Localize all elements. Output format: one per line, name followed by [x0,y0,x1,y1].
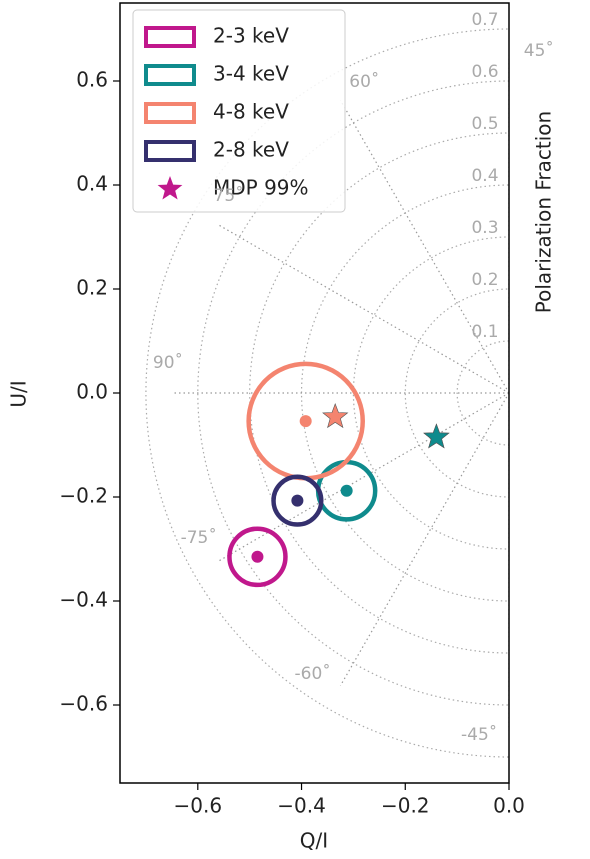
polar-radius-label: 0.1 [471,322,498,342]
y-tick-label: 0.0 [76,380,108,404]
y-tick-label: 0.2 [76,276,108,300]
mdp-star [423,423,450,449]
legend-label: 3-4 keV [213,62,289,86]
x-tick-label: −0.6 [174,794,223,818]
data-point [299,415,312,428]
y-tick-label: −0.2 [59,484,108,508]
data-point [291,494,304,507]
polar-angle-line [339,99,509,394]
legend-label: 2-8 keV [213,138,289,162]
polar-circle [404,288,509,498]
polar-radius-label: 0.6 [471,62,498,82]
polar-angle-label: -75˚ [181,527,217,548]
data-point [251,550,264,563]
polar-radius-label: 0.5 [471,114,498,134]
legend-label: 2-3 keV [213,24,289,48]
polar-radius-label: 0.4 [471,166,498,186]
error-circle [227,526,288,588]
legend-swatch [144,140,196,162]
x-axis-label: Q/I [300,829,328,853]
polar-radius-label: 0.7 [471,10,498,30]
legend-label: 4-8 keV [213,100,289,124]
polar-radius-label: 0.2 [471,270,498,290]
legend-star [157,176,183,200]
polar-angle-label: 90˚ [153,352,183,373]
y-tick-label: 0.4 [76,172,108,196]
polar-angle-label: -60˚ [295,663,331,684]
y2-axis-label: Polarization Fraction [532,111,556,313]
legend-label: MDP 99% [213,176,309,200]
polar-angle-label: -45˚ [461,724,497,745]
error-circle [271,474,324,527]
y-tick-label: −0.6 [59,692,108,716]
y-axis-label: U/I [7,380,31,407]
polar-angle-line [216,223,509,394]
legend-swatch [144,26,196,48]
polar-angle-line [339,392,509,687]
data-point [340,484,353,497]
polar-angle-label: 60˚ [349,71,379,92]
y-tick-label: 0.6 [76,68,108,92]
legend-swatch [144,102,196,124]
polar-angle-label: 75˚ [214,185,244,206]
y-tick-label: −0.4 [59,588,108,612]
x-tick-label: 0.0 [493,794,525,818]
polar-circle [249,132,509,654]
plot-area [227,361,450,588]
polar-angle-label: 45˚ [524,40,554,61]
polar-radius-label: 0.3 [471,218,498,238]
x-tick-label: −0.4 [277,794,326,818]
mdp-star [322,403,349,429]
x-tick-label: −0.2 [381,794,430,818]
legend: 2-3 keV 3-4 keV 4-8 keV 2-8 keV MDP 99% [132,9,346,213]
legend-swatch [144,64,196,86]
